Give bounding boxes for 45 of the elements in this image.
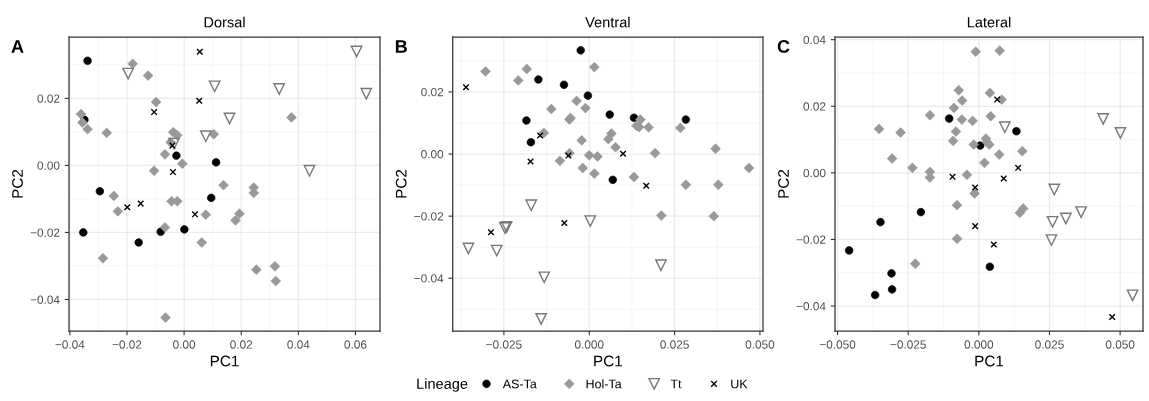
y-axis-title: PC2 (778, 169, 789, 198)
x-axis-title: PC1 (210, 355, 239, 367)
y-tick-label: −0.04 (414, 274, 444, 283)
x-tick-label: −0.025 (486, 340, 522, 349)
y-tick-label: −0.02 (30, 228, 60, 237)
x-axis-title: PC1 (594, 355, 622, 367)
x-tick-label: −0.04 (55, 340, 85, 349)
chart-title: Ventral (585, 16, 630, 28)
x-axis-title: PC1 (975, 355, 1004, 367)
text: B (395, 40, 407, 53)
y-tick-label: 0.00 (803, 168, 826, 178)
y-tick-label: 0.00 (37, 161, 60, 170)
y-tick-label: −0.02 (414, 212, 444, 221)
x-tick-label: 0.050 (1105, 340, 1135, 349)
legend-label: UK (731, 379, 748, 389)
legend-title: Lineage (417, 378, 468, 392)
y-tick-label: −0.02 (796, 235, 826, 244)
x-tick-label: 0.06 (344, 340, 367, 349)
y-tick-label: 0.02 (37, 94, 60, 103)
x-tick-label: 0.025 (660, 340, 689, 349)
x-tick-label: 0.04 (287, 340, 310, 349)
x-tick-label: −0.025 (890, 340, 926, 349)
x-tick-label: −0.050 (819, 340, 856, 349)
y-tick-label: 0.02 (421, 87, 444, 97)
x-tick-label: 0.02 (230, 340, 253, 349)
x-tick-label: 0.050 (745, 340, 775, 349)
x-tick-label: 0.000 (574, 340, 604, 349)
y-axis-title: PC2 (395, 169, 407, 198)
y-tick-label: −0.04 (796, 302, 826, 311)
y-tick-label: 0.04 (803, 35, 826, 45)
chart-title: Dorsal (204, 16, 245, 28)
x-tick-label: 0.025 (1035, 340, 1064, 349)
x-tick-label: −0.02 (112, 340, 142, 349)
legend-label: Tt (670, 379, 682, 389)
y-tick-label: 0.00 (421, 150, 444, 159)
chart-title: Lateral (967, 16, 1011, 28)
y-axis-title: PC2 (12, 169, 23, 198)
text: A (11, 40, 24, 53)
y-tick-label: 0.02 (803, 102, 826, 111)
legend-label: Hol-Ta (586, 379, 622, 389)
text: C (777, 40, 790, 53)
y-tick-label: −0.04 (30, 295, 60, 304)
legend-label: AS-Ta (502, 379, 537, 389)
x-tick-label: 0.000 (964, 340, 994, 349)
x-tick-label: 0.00 (173, 340, 196, 349)
